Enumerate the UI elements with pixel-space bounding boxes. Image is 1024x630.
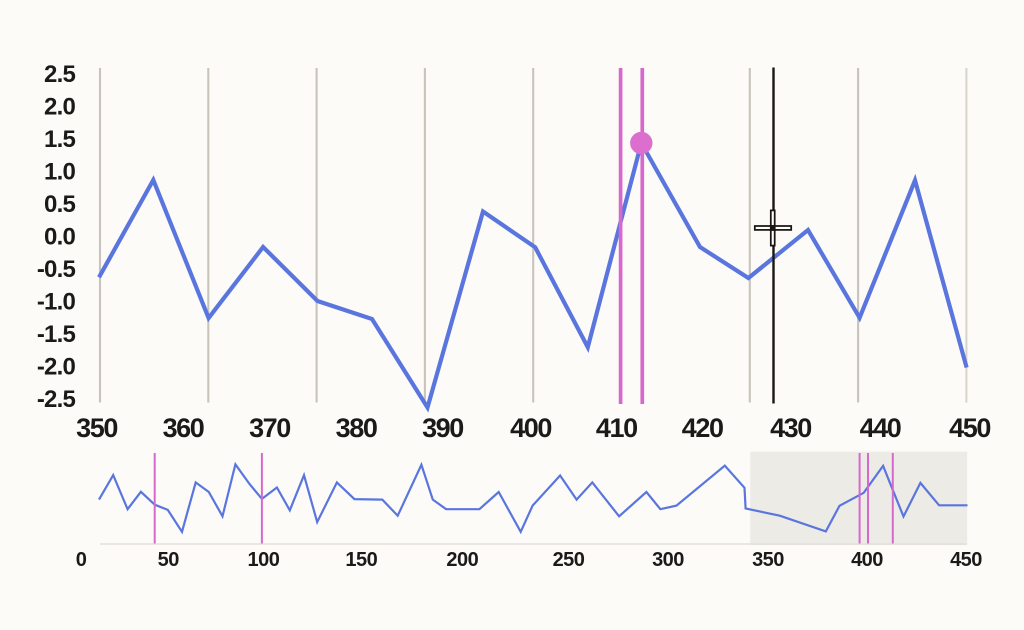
svg-text:-0.5: -0.5 — [37, 256, 76, 283]
svg-text:-2.5: -2.5 — [37, 386, 76, 413]
svg-text:450: 450 — [949, 413, 990, 443]
svg-text:100: 100 — [247, 549, 279, 571]
svg-text:0.5: 0.5 — [44, 191, 75, 218]
svg-text:250: 250 — [553, 549, 585, 571]
svg-text:300: 300 — [652, 549, 684, 571]
svg-text:430: 430 — [770, 413, 811, 443]
svg-text:-1.5: -1.5 — [37, 321, 76, 348]
svg-text:200: 200 — [446, 549, 478, 571]
svg-text:410: 410 — [596, 413, 637, 443]
svg-text:350: 350 — [76, 413, 117, 443]
svg-text:1.5: 1.5 — [44, 126, 75, 153]
svg-text:400: 400 — [851, 549, 883, 571]
svg-text:150: 150 — [345, 549, 377, 571]
svg-text:400: 400 — [510, 413, 551, 443]
svg-text:2.0: 2.0 — [44, 94, 75, 121]
svg-text:370: 370 — [249, 413, 290, 443]
svg-text:360: 360 — [163, 413, 204, 443]
svg-text:2.5: 2.5 — [44, 61, 75, 88]
svg-text:350: 350 — [752, 549, 784, 571]
svg-text:1.0: 1.0 — [44, 159, 75, 186]
svg-text:450: 450 — [950, 549, 982, 571]
svg-text:390: 390 — [422, 413, 463, 443]
svg-text:0.0: 0.0 — [44, 224, 75, 251]
svg-text:420: 420 — [682, 413, 723, 443]
svg-text:-1.0: -1.0 — [37, 288, 76, 315]
svg-text:-2.0: -2.0 — [37, 353, 76, 380]
svg-text:0: 0 — [76, 549, 87, 571]
svg-text:50: 50 — [158, 549, 180, 571]
svg-text:440: 440 — [860, 413, 901, 443]
svg-text:380: 380 — [336, 413, 377, 443]
